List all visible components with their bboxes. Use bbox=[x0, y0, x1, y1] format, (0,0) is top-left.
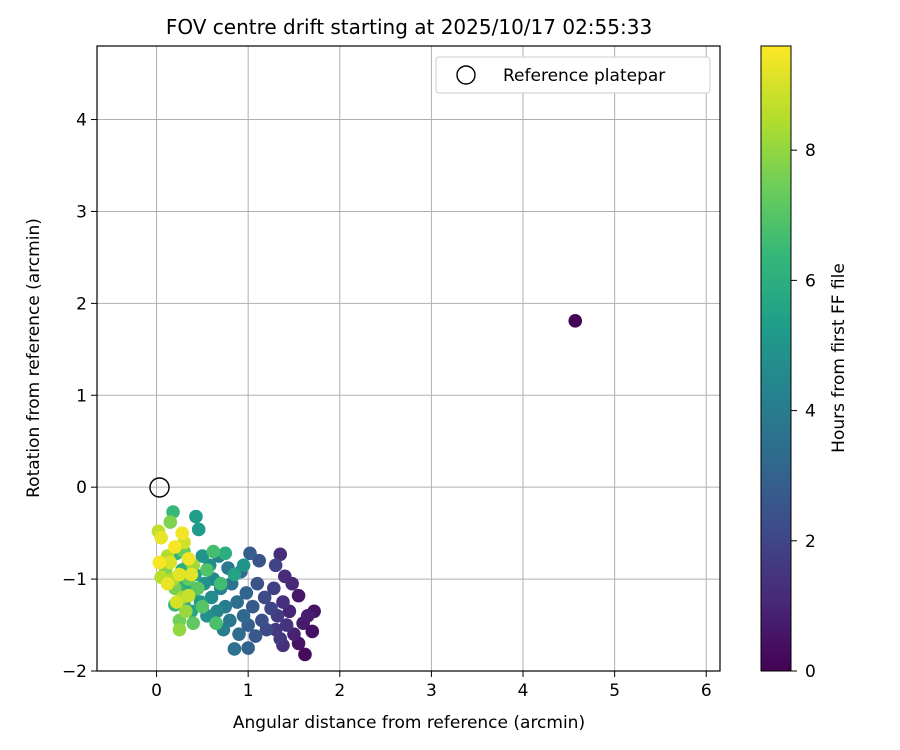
legend-box bbox=[435, 56, 711, 94]
data-point bbox=[264, 601, 278, 616]
data-point bbox=[163, 555, 178, 570]
data-point bbox=[300, 609, 315, 623]
data-point bbox=[206, 544, 221, 559]
data-point bbox=[287, 627, 301, 642]
data-point bbox=[230, 595, 244, 609]
x-axis-label: Angular distance from reference (arcmin) bbox=[233, 713, 585, 733]
data-point bbox=[195, 599, 210, 614]
x-axis-ticks: 0 1 2 3 4 5 6 bbox=[151, 671, 712, 701]
plot-frame bbox=[96, 45, 721, 672]
y-axis-label: Rotation from reference (arcmin) bbox=[24, 218, 44, 498]
data-point bbox=[239, 586, 254, 600]
data-point bbox=[154, 530, 168, 545]
y-tick-label: 3 bbox=[76, 202, 87, 222]
data-point bbox=[172, 622, 187, 637]
colorbar-tick-label: 4 bbox=[805, 402, 816, 422]
data-point bbox=[209, 616, 223, 631]
data-point bbox=[175, 526, 190, 540]
x-tick-label: 6 bbox=[701, 681, 712, 701]
data-point bbox=[189, 509, 203, 524]
data-point bbox=[257, 590, 272, 605]
data-point bbox=[267, 581, 281, 596]
data-point bbox=[250, 576, 265, 591]
reference-platepar-marker bbox=[149, 477, 170, 498]
data-point bbox=[190, 581, 205, 596]
x-tick-label: 0 bbox=[151, 681, 162, 701]
data-point bbox=[252, 553, 266, 568]
y-tick-label: −2 bbox=[62, 662, 87, 682]
data-point bbox=[243, 546, 257, 561]
data-point bbox=[236, 609, 251, 623]
y-tick-label: −1 bbox=[62, 570, 87, 590]
y-axis-ticks: −2 −1 0 1 2 3 4 bbox=[62, 111, 97, 682]
data-point bbox=[172, 567, 187, 582]
data-point bbox=[179, 604, 193, 619]
data-point bbox=[255, 613, 269, 628]
data-point bbox=[278, 569, 292, 584]
data-point bbox=[279, 618, 294, 632]
data-point bbox=[291, 588, 306, 603]
data-point bbox=[236, 558, 251, 573]
data-point bbox=[213, 576, 228, 591]
legend-label: Reference platepar bbox=[503, 66, 665, 86]
x-tick-label: 4 bbox=[518, 681, 529, 701]
data-point bbox=[204, 590, 219, 605]
data-point bbox=[191, 522, 206, 537]
data-point bbox=[184, 567, 199, 582]
x-tick-label: 2 bbox=[334, 681, 345, 701]
y-tick-label: 0 bbox=[76, 478, 87, 498]
data-point bbox=[298, 647, 312, 662]
data-point bbox=[305, 624, 320, 639]
colorbar-label: Hours from first FF file bbox=[829, 263, 849, 453]
data-point bbox=[232, 627, 246, 642]
data-point bbox=[168, 540, 182, 554]
legend-marker-icon bbox=[456, 65, 476, 85]
data-point bbox=[273, 547, 288, 562]
data-point bbox=[160, 576, 175, 591]
colorbar-tick-label: 8 bbox=[805, 141, 816, 161]
legend: Reference platepar bbox=[435, 56, 711, 94]
data-point bbox=[186, 616, 200, 631]
data-point bbox=[276, 595, 290, 609]
chart-title: FOV centre drift starting at 2025/10/17 … bbox=[166, 15, 652, 39]
x-tick-label: 3 bbox=[426, 681, 437, 701]
data-point bbox=[169, 595, 184, 609]
data-point bbox=[227, 642, 242, 656]
colorbar-tick-label: 0 bbox=[805, 662, 816, 682]
y-tick-label: 4 bbox=[76, 111, 87, 131]
colorbar-tick-label: 2 bbox=[805, 532, 816, 552]
grid bbox=[97, 46, 720, 672]
y-tick-label: 1 bbox=[76, 386, 87, 406]
data-point bbox=[195, 549, 210, 563]
data-point bbox=[181, 552, 196, 566]
data-point bbox=[248, 629, 263, 643]
data-point bbox=[152, 555, 167, 570]
data-point bbox=[241, 641, 255, 655]
colorbar-ticks: 0 2 4 6 8 bbox=[791, 141, 816, 682]
y-tick-label: 2 bbox=[76, 294, 87, 314]
data-point bbox=[227, 567, 242, 582]
colorbar-tick-label: 6 bbox=[805, 271, 816, 291]
data-point bbox=[181, 588, 196, 603]
data-point bbox=[568, 314, 583, 328]
data-point bbox=[218, 546, 233, 561]
data-point bbox=[200, 563, 214, 577]
x-tick-label: 1 bbox=[243, 681, 254, 701]
data-points bbox=[151, 314, 583, 662]
data-point bbox=[163, 515, 178, 529]
data-point bbox=[245, 599, 260, 614]
x-tick-label: 5 bbox=[609, 681, 620, 701]
data-point bbox=[268, 558, 283, 573]
colorbar-gradient bbox=[760, 45, 792, 672]
colorbar: 0 2 4 6 8 Hours from first FF file bbox=[760, 45, 849, 682]
